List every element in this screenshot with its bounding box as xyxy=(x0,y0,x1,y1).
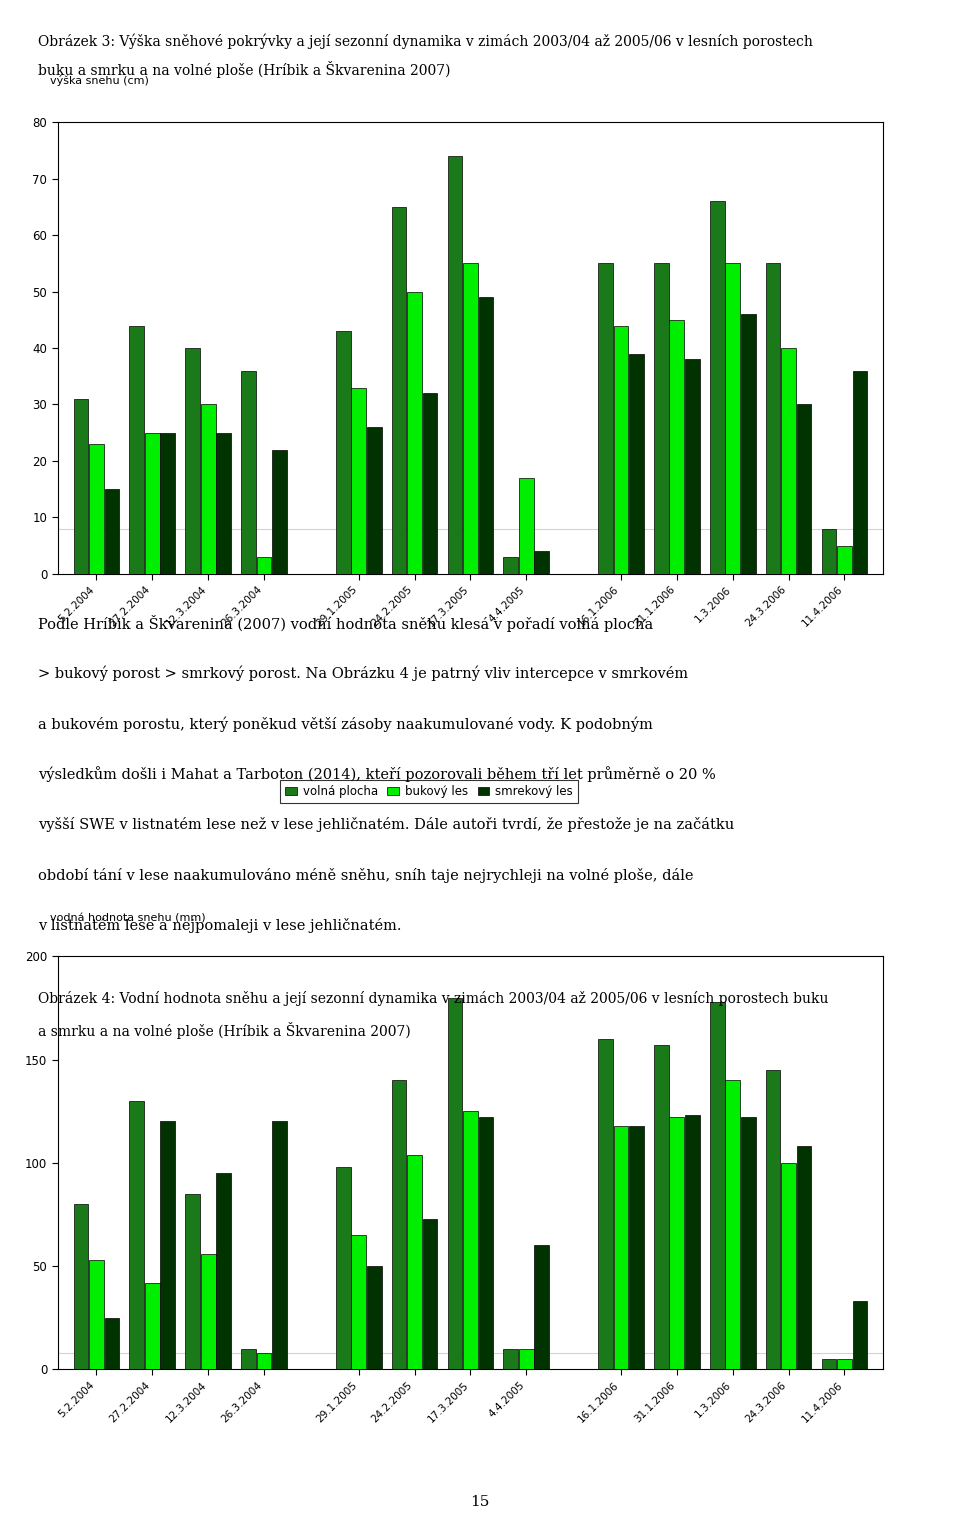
Bar xyxy=(613,1126,628,1369)
Bar xyxy=(74,399,88,574)
Bar xyxy=(216,1174,231,1369)
Bar xyxy=(598,1039,612,1369)
Bar xyxy=(852,1300,867,1369)
Bar xyxy=(185,1193,200,1369)
Text: v listnatém lese a nejpomaleji v lese jehličnatém.: v listnatém lese a nejpomaleji v lese je… xyxy=(38,918,402,933)
Bar xyxy=(837,1359,852,1369)
Bar xyxy=(89,444,104,574)
Bar xyxy=(741,1117,756,1369)
Bar xyxy=(201,404,215,574)
Bar xyxy=(837,546,852,574)
Bar xyxy=(336,1167,350,1369)
Bar xyxy=(185,349,200,574)
Bar xyxy=(822,529,836,574)
Bar xyxy=(629,1126,644,1369)
Bar xyxy=(741,314,756,574)
Bar xyxy=(241,370,256,574)
Bar xyxy=(145,433,159,574)
Text: buku a smrku a na volné ploše (Hríbik a Škvarenina 2007): buku a smrku a na volné ploše (Hríbik a … xyxy=(38,61,451,78)
Bar xyxy=(535,551,549,574)
Bar xyxy=(336,330,350,574)
Bar xyxy=(654,263,669,574)
Legend: volná plocha, bukový les, smrekový les: volná plocha, bukový les, smrekový les xyxy=(280,780,578,803)
Bar xyxy=(160,433,175,574)
Bar xyxy=(503,1349,518,1369)
Bar xyxy=(822,1359,836,1369)
Bar xyxy=(272,450,287,574)
Bar xyxy=(256,557,272,574)
Bar xyxy=(797,404,811,574)
Bar xyxy=(463,1111,478,1369)
Text: období tání v lese naakumulováno méně sněhu, sníh taje nejrychleji na volné ploš: období tání v lese naakumulováno méně sn… xyxy=(38,868,694,883)
Bar xyxy=(726,1080,740,1369)
Bar xyxy=(478,1117,493,1369)
Bar xyxy=(392,1080,406,1369)
Bar xyxy=(781,1163,796,1369)
Bar xyxy=(447,998,463,1369)
Text: > bukový porost > smrkový porost. Na Obrázku 4 je patrný vliv intercepce v smrko: > bukový porost > smrkový porost. Na Obr… xyxy=(38,666,688,681)
Bar xyxy=(351,387,366,574)
Bar xyxy=(463,263,478,574)
Bar xyxy=(519,1349,534,1369)
Bar xyxy=(145,1282,159,1369)
Bar xyxy=(503,557,518,574)
Bar xyxy=(519,477,534,574)
Bar xyxy=(684,360,700,574)
Bar xyxy=(478,297,493,574)
Bar xyxy=(766,263,780,574)
Bar xyxy=(201,1253,215,1369)
Bar xyxy=(422,1218,438,1369)
Bar xyxy=(407,1155,421,1369)
Bar xyxy=(89,1259,104,1369)
Bar xyxy=(392,207,406,574)
Bar xyxy=(709,202,725,574)
Text: a smrku a na volné ploše (Hríbik a Škvarenina 2007): a smrku a na volné ploše (Hríbik a Škvar… xyxy=(38,1022,411,1039)
Bar xyxy=(272,1121,287,1369)
Bar xyxy=(781,349,796,574)
Bar xyxy=(726,263,740,574)
Bar xyxy=(797,1146,811,1369)
Bar xyxy=(422,393,438,574)
Bar xyxy=(74,1204,88,1369)
Bar xyxy=(351,1235,366,1369)
Bar xyxy=(535,1245,549,1369)
Bar xyxy=(241,1349,256,1369)
Text: Obrázek 3: Výška sněhové pokrývky a její sezonní dynamika v zimách 2003/04 až 20: Obrázek 3: Výška sněhové pokrývky a její… xyxy=(38,34,813,49)
Bar xyxy=(669,1117,684,1369)
Text: výsledkům došli i Mahat a Tarboton (2014), kteří pozorovali během tří let průměr: výsledkům došli i Mahat a Tarboton (2014… xyxy=(38,767,716,782)
Bar xyxy=(598,263,612,574)
Bar xyxy=(447,156,463,574)
Bar xyxy=(613,326,628,574)
Bar xyxy=(216,433,231,574)
Bar xyxy=(130,1102,144,1369)
Bar xyxy=(407,292,421,574)
Bar xyxy=(709,1002,725,1369)
Bar xyxy=(766,1069,780,1369)
Text: výška snehu (cm): výška snehu (cm) xyxy=(50,75,149,86)
Text: vodná hodnota snehu (mm): vodná hodnota snehu (mm) xyxy=(50,913,205,923)
Bar xyxy=(852,370,867,574)
Bar xyxy=(654,1045,669,1369)
Bar xyxy=(684,1115,700,1369)
Bar xyxy=(105,490,119,574)
Bar xyxy=(130,326,144,574)
Bar xyxy=(629,353,644,574)
Bar xyxy=(256,1353,272,1369)
Text: vyšší SWE v listnatém lese než v lese jehličnatém. Dále autoři tvrdí, že přestož: vyšší SWE v listnatém lese než v lese je… xyxy=(38,817,734,832)
Bar xyxy=(367,427,381,574)
Bar xyxy=(105,1317,119,1369)
Text: a bukovém porostu, který poněkud větší zásoby naakumulované vody. K podobným: a bukovém porostu, který poněkud větší z… xyxy=(38,716,653,731)
Text: 15: 15 xyxy=(470,1495,490,1510)
Text: Obrázek 4: Vodní hodnota sněhu a její sezonní dynamika v zimách 2003/04 až 2005/: Obrázek 4: Vodní hodnota sněhu a její se… xyxy=(38,991,828,1007)
Bar xyxy=(160,1121,175,1369)
Bar xyxy=(669,320,684,574)
Bar xyxy=(367,1267,381,1369)
Text: Podle Hríbik a Škvarenina (2007) vodní hodnota sněhu klesá v pořadí volná plocha: Podle Hríbik a Škvarenina (2007) vodní h… xyxy=(38,615,654,632)
